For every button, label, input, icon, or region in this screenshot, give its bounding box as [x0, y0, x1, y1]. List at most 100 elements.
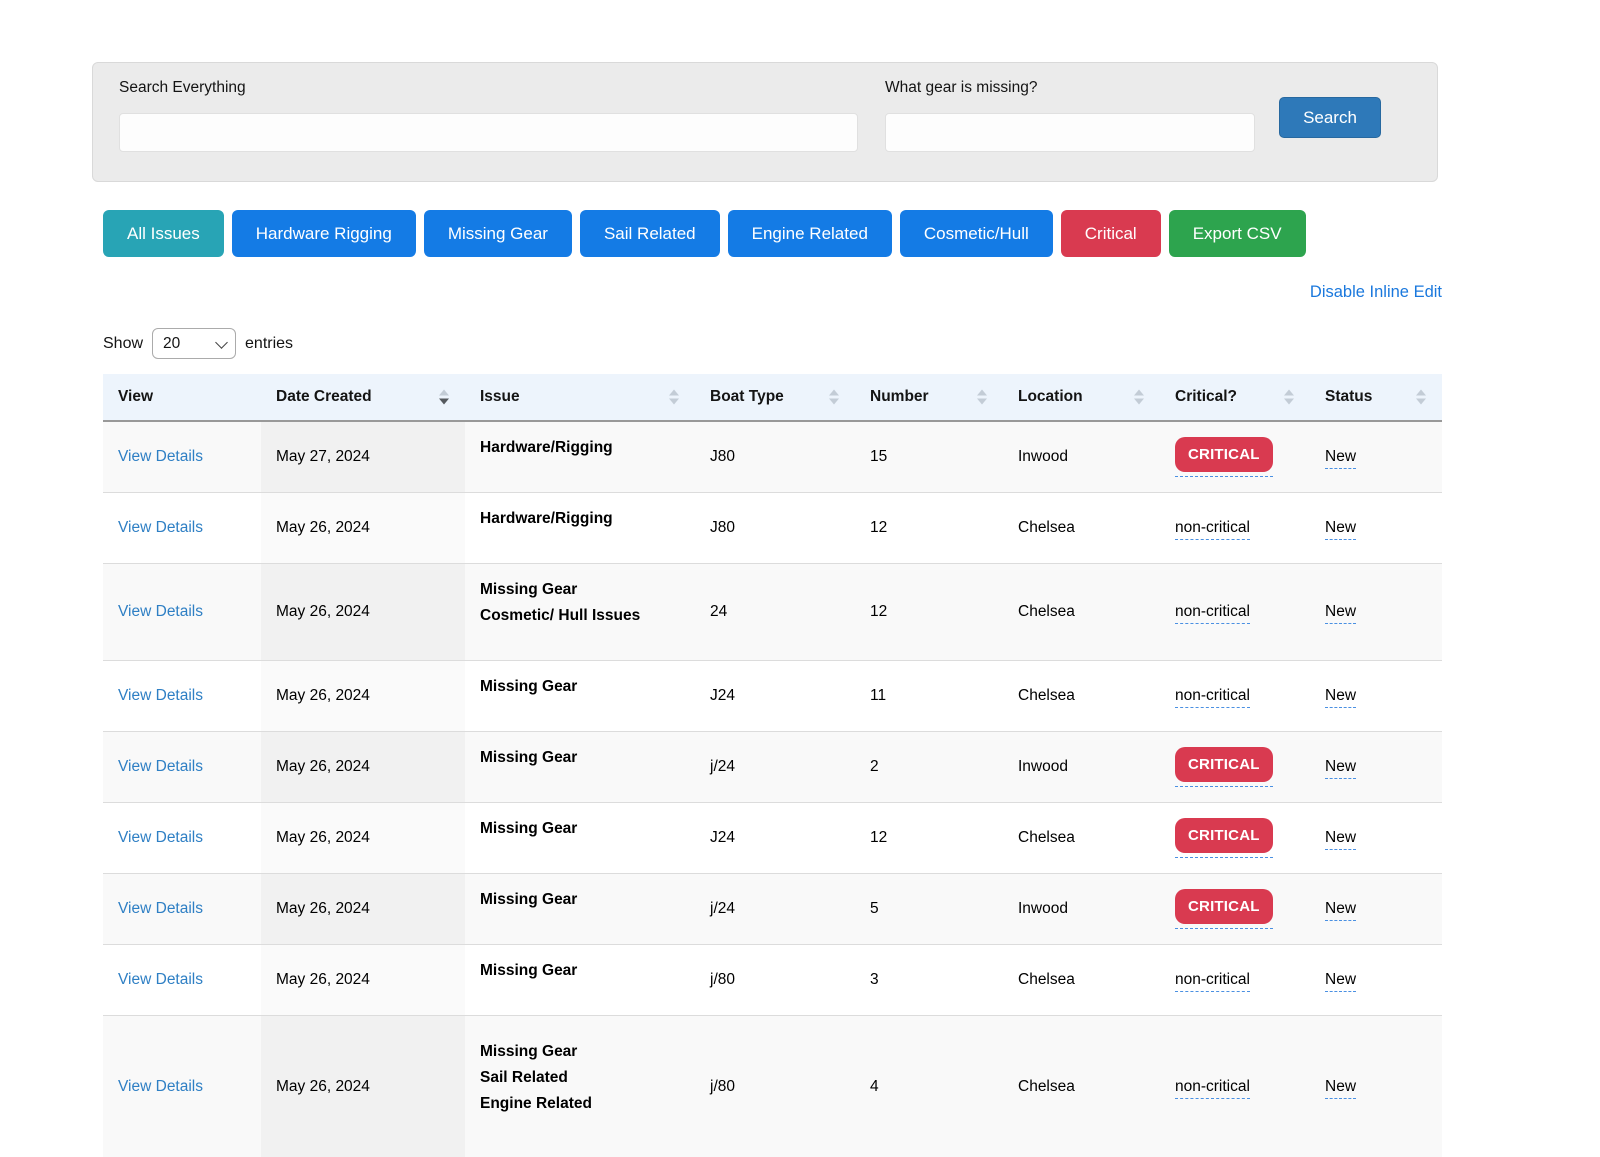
number-cell: 3	[855, 945, 1003, 1016]
table-row: View Details May 26, 2024 Missing Gear j…	[103, 874, 1442, 945]
view-details-link[interactable]: View Details	[118, 971, 203, 988]
table-row: View Details May 26, 2024 Hardware/Riggi…	[103, 493, 1442, 564]
entries-select[interactable]: 20	[152, 328, 236, 359]
boat-type-cell: J24	[695, 803, 855, 874]
location-cell: Chelsea	[1003, 564, 1160, 661]
issue-cell: Missing Gear	[480, 816, 685, 842]
status-editable[interactable]: New	[1325, 758, 1356, 779]
number-cell: 15	[855, 421, 1003, 493]
sort-icon	[1416, 390, 1426, 405]
critical-editable[interactable]: non-critical	[1175, 687, 1250, 708]
filter-missing-gear-button[interactable]: Missing Gear	[424, 210, 572, 257]
entries-label: entries	[245, 335, 293, 353]
view-details-link[interactable]: View Details	[118, 900, 203, 917]
issue-cell: Missing Gear Cosmetic/ Hull Issues	[480, 577, 685, 629]
header-location[interactable]: Location	[1003, 374, 1160, 421]
location-cell: Inwood	[1003, 732, 1160, 803]
date-cell: May 26, 2024	[261, 493, 465, 564]
gear-missing-label: What gear is missing?	[885, 79, 1037, 97]
table-row: View Details May 26, 2024 Missing Gear j…	[103, 732, 1442, 803]
issue-cell: Hardware/Rigging	[480, 506, 685, 532]
filter-critical-button[interactable]: Critical	[1061, 210, 1161, 257]
critical-editable[interactable]: non-critical	[1175, 971, 1250, 992]
view-details-link[interactable]: View Details	[118, 687, 203, 704]
table-row: View Details May 27, 2024 Hardware/Riggi…	[103, 421, 1442, 493]
issues-table: View Date Created Issue Boat Type Number…	[103, 374, 1442, 1157]
filter-sail-related-button[interactable]: Sail Related	[580, 210, 720, 257]
export-csv-button[interactable]: Export CSV	[1169, 210, 1306, 257]
status-editable[interactable]: New	[1325, 900, 1356, 921]
location-cell: Chelsea	[1003, 1016, 1160, 1157]
status-editable[interactable]: New	[1325, 687, 1356, 708]
header-status[interactable]: Status	[1310, 374, 1442, 421]
header-date-created[interactable]: Date Created	[261, 374, 465, 421]
issue-cell: Missing Gear	[480, 674, 685, 700]
table-row: View Details May 26, 2024 Missing Gear J…	[103, 803, 1442, 874]
issue-cell: Missing Gear Sail Related Engine Related	[480, 1039, 685, 1117]
header-critical[interactable]: Critical?	[1160, 374, 1310, 421]
date-cell: May 26, 2024	[261, 732, 465, 803]
location-cell: Inwood	[1003, 421, 1160, 493]
date-cell: May 26, 2024	[261, 874, 465, 945]
gear-missing-input[interactable]	[885, 113, 1255, 152]
disable-inline-edit-link[interactable]: Disable Inline Edit	[1310, 283, 1442, 302]
location-cell: Chelsea	[1003, 803, 1160, 874]
sort-icon	[1284, 390, 1294, 405]
status-editable[interactable]: New	[1325, 603, 1356, 624]
filter-button-row: All Issues Hardware Rigging Missing Gear…	[103, 210, 1306, 257]
critical-badge[interactable]: CRITICAL	[1175, 818, 1273, 858]
table-row: View Details May 26, 2024 Missing Gear C…	[103, 564, 1442, 661]
boat-type-cell: J80	[695, 493, 855, 564]
critical-badge[interactable]: CRITICAL	[1175, 889, 1273, 929]
number-cell: 5	[855, 874, 1003, 945]
filter-hardware-rigging-button[interactable]: Hardware Rigging	[232, 210, 416, 257]
filter-cosmetic-hull-button[interactable]: Cosmetic/Hull	[900, 210, 1053, 257]
date-cell: May 27, 2024	[261, 421, 465, 493]
critical-badge[interactable]: CRITICAL	[1175, 437, 1273, 477]
table-row: View Details May 26, 2024 Missing Gear J…	[103, 661, 1442, 732]
number-cell: 12	[855, 493, 1003, 564]
number-cell: 11	[855, 661, 1003, 732]
view-details-link[interactable]: View Details	[118, 603, 203, 620]
critical-editable[interactable]: non-critical	[1175, 603, 1250, 624]
status-editable[interactable]: New	[1325, 971, 1356, 992]
issue-cell: Missing Gear	[480, 745, 685, 771]
table-row: View Details May 26, 2024 Missing Gear j…	[103, 945, 1442, 1016]
table-row: View Details May 26, 2024 Missing Gear S…	[103, 1016, 1442, 1157]
number-cell: 4	[855, 1016, 1003, 1157]
sort-icon	[439, 390, 449, 405]
view-details-link[interactable]: View Details	[118, 829, 203, 846]
header-view: View	[103, 374, 261, 421]
location-cell: Chelsea	[1003, 493, 1160, 564]
date-cell: May 26, 2024	[261, 564, 465, 661]
view-details-link[interactable]: View Details	[118, 448, 203, 465]
issue-cell: Missing Gear	[480, 887, 685, 913]
filter-all-issues-button[interactable]: All Issues	[103, 210, 224, 257]
critical-editable[interactable]: non-critical	[1175, 519, 1250, 540]
boat-type-cell: J24	[695, 661, 855, 732]
boat-type-cell: 24	[695, 564, 855, 661]
status-editable[interactable]: New	[1325, 829, 1356, 850]
boat-type-cell: j/24	[695, 874, 855, 945]
view-details-link[interactable]: View Details	[118, 1078, 203, 1095]
sort-icon	[977, 390, 987, 405]
critical-badge[interactable]: CRITICAL	[1175, 747, 1273, 787]
filter-engine-related-button[interactable]: Engine Related	[728, 210, 892, 257]
view-details-link[interactable]: View Details	[118, 758, 203, 775]
search-everything-input[interactable]	[119, 113, 858, 152]
search-button[interactable]: Search	[1279, 97, 1381, 138]
header-number[interactable]: Number	[855, 374, 1003, 421]
header-issue[interactable]: Issue	[465, 374, 695, 421]
view-details-link[interactable]: View Details	[118, 519, 203, 536]
critical-editable[interactable]: non-critical	[1175, 1078, 1250, 1099]
header-boat-type[interactable]: Boat Type	[695, 374, 855, 421]
location-cell: Inwood	[1003, 874, 1160, 945]
date-cell: May 26, 2024	[261, 1016, 465, 1157]
status-editable[interactable]: New	[1325, 519, 1356, 540]
status-editable[interactable]: New	[1325, 448, 1356, 469]
status-editable[interactable]: New	[1325, 1078, 1356, 1099]
date-cell: May 26, 2024	[261, 803, 465, 874]
sort-icon	[669, 390, 679, 405]
date-cell: May 26, 2024	[261, 661, 465, 732]
location-cell: Chelsea	[1003, 945, 1160, 1016]
